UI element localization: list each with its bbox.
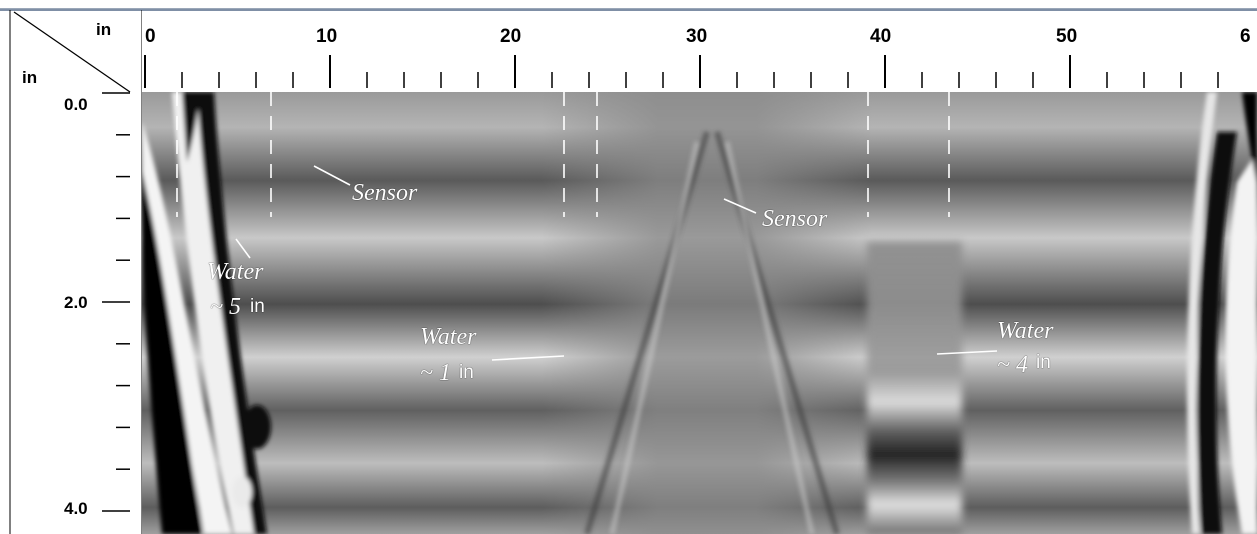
left-unit-label: in: [22, 68, 38, 87]
x-tick-label: 20: [500, 26, 522, 47]
y-tick-label: 0.0: [64, 95, 88, 114]
top-unit-label: in: [96, 20, 112, 39]
corner-diagonal: [13, 11, 131, 93]
x-tick-label: 6: [1240, 26, 1251, 47]
x-tick-label: 40: [870, 26, 892, 47]
y-tick-label: 2.0: [64, 293, 88, 312]
x-tick-label: 50: [1056, 26, 1078, 47]
water-label-left: Water: [207, 259, 264, 285]
x-tick-label: 10: [316, 26, 338, 47]
dashed-guides: [176, 92, 950, 217]
water-unit-right: in: [1036, 352, 1051, 373]
annotation-leaders: [235, 165, 998, 361]
x-tick-label: 30: [686, 26, 708, 47]
horizontal-ruler: [0, 9, 1257, 88]
sensor-label-right: Sensor: [762, 206, 828, 232]
water-depth-right: ~ 4: [997, 352, 1028, 378]
radar-scan-image: [142, 92, 1257, 534]
water-depth-left: ~ 5: [210, 294, 241, 320]
x-tick-label: 0: [145, 26, 156, 47]
water-unit-mid: in: [459, 362, 474, 383]
water-label-mid: Water: [420, 324, 477, 350]
water-unit-left: in: [250, 296, 265, 317]
vertical-ruler: [9, 10, 142, 534]
sensor-label-left: Sensor: [352, 180, 418, 206]
water-label-right: Water: [997, 318, 1054, 344]
y-tick-label: 4.0: [64, 499, 88, 518]
water-depth-mid: ~ 1: [420, 360, 451, 386]
